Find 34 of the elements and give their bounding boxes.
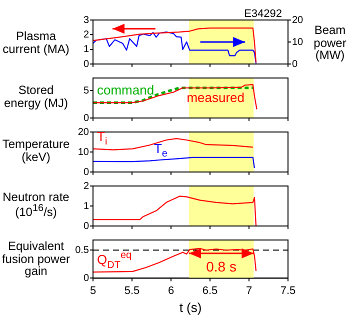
y2-axis-title: Beam power (MW) <box>312 23 348 62</box>
x-tick-label: 6 <box>168 284 174 297</box>
y-tick-label: 20 <box>78 126 90 138</box>
annotation: E34292 <box>244 8 282 20</box>
y-tick-label: 0 <box>83 112 90 124</box>
y-tick-label: 10 <box>78 146 90 158</box>
y2-tick-label: 20 <box>292 14 304 26</box>
y-tick-label: 1 <box>83 200 90 212</box>
x-tick-label: 7.5 <box>280 284 296 297</box>
y-tick-label: 0 <box>83 58 90 70</box>
series-label: measured <box>186 90 245 105</box>
y-tick-label: 0 <box>83 166 90 178</box>
x-tick-label: 6.5 <box>202 284 218 297</box>
y-axis-title: Temperature (keV) <box>1 137 71 164</box>
x-tick-label: 5.5 <box>124 284 140 297</box>
y-tick-label: 2 <box>83 29 90 40</box>
y-axis-title: Stored energy (MJ) <box>2 83 69 110</box>
y-tick-label: 0 <box>83 220 90 232</box>
y-tick-label: 2 <box>83 180 90 192</box>
x-tick-label: 7 <box>246 284 252 297</box>
x-axis-title: t (s) <box>179 300 202 315</box>
line-series <box>93 86 254 104</box>
y-axis-title: Neutron rate (10$^{16}$/s) <box>2 190 70 219</box>
y2-tick-label: 0 <box>292 58 298 70</box>
y-tick-label: 0 <box>83 272 90 284</box>
annotation: 0.8 s <box>206 258 236 274</box>
y-axis-title: Plasma current (MA) <box>2 29 70 56</box>
y2-tick-label: 10 <box>292 36 304 48</box>
y-tick-label: 5 <box>83 85 90 96</box>
y-axis-title: Equivalent fusion power gain <box>0 239 72 278</box>
y-tick-label: 1 <box>83 44 90 56</box>
y-tick-label: 0.5 <box>75 244 90 256</box>
y-tick-label: 3 <box>83 14 90 26</box>
series-label: command <box>97 82 154 98</box>
